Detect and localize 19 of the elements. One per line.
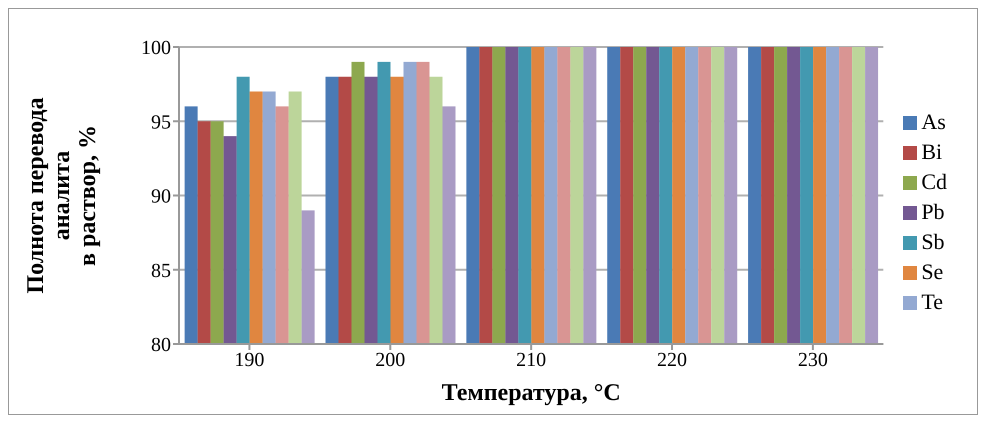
legend-label: Se	[921, 258, 944, 284]
legend-label: As	[921, 108, 946, 134]
legend-label: Bi	[921, 138, 942, 164]
x-tick-label: 190	[234, 349, 264, 372]
y-tick-label: 95	[151, 111, 171, 134]
y-tick-label: 85	[151, 260, 171, 282]
x-tick-label: 210	[516, 349, 546, 372]
y-tick-label: 80	[151, 334, 171, 356]
x-axis-title: Температура, °C	[442, 380, 621, 406]
x-tick-label: 220	[657, 349, 688, 372]
y-tick-label: 100	[141, 37, 171, 60]
legend-label: Pb	[921, 198, 945, 224]
y-axis-title: Полнота перевода аналита в раствор, %	[23, 97, 101, 294]
legend-label: Sb	[921, 228, 945, 254]
x-tick-label: 230	[798, 349, 828, 372]
legend-label: Cd	[921, 168, 947, 194]
legend-label: Te	[921, 288, 943, 314]
y-tick-label: 90	[151, 186, 171, 208]
x-tick-label: 200	[375, 349, 406, 372]
